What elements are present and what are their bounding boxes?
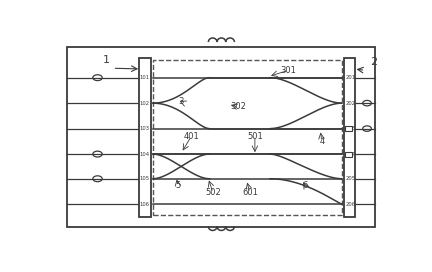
Text: 401: 401 — [184, 132, 199, 141]
Text: 206: 206 — [345, 202, 356, 207]
Text: 6: 6 — [302, 181, 308, 190]
Text: 205: 205 — [345, 176, 356, 181]
Text: 301: 301 — [280, 66, 296, 75]
Text: 204: 204 — [345, 152, 356, 157]
Text: 502: 502 — [205, 188, 221, 197]
Bar — [343, 58, 356, 217]
Bar — [67, 47, 375, 227]
Text: 102: 102 — [139, 101, 149, 106]
Text: 202: 202 — [345, 101, 356, 106]
Text: 4: 4 — [319, 137, 324, 146]
Text: 105: 105 — [139, 176, 149, 181]
Text: 103: 103 — [140, 126, 149, 131]
Text: 1: 1 — [102, 55, 109, 65]
Bar — [345, 152, 352, 157]
Text: 3: 3 — [178, 97, 184, 106]
Text: 203: 203 — [345, 126, 356, 131]
Bar — [345, 126, 352, 131]
Bar — [153, 60, 342, 215]
Text: 106: 106 — [139, 202, 149, 207]
Text: 201: 201 — [345, 75, 356, 80]
Text: 302: 302 — [230, 103, 246, 112]
Text: 5: 5 — [175, 181, 181, 190]
Text: 2: 2 — [370, 57, 377, 67]
Text: 501: 501 — [247, 132, 263, 141]
Text: 101: 101 — [139, 75, 149, 80]
Bar — [140, 58, 151, 217]
Text: 104: 104 — [139, 152, 149, 157]
Text: 601: 601 — [242, 188, 258, 197]
